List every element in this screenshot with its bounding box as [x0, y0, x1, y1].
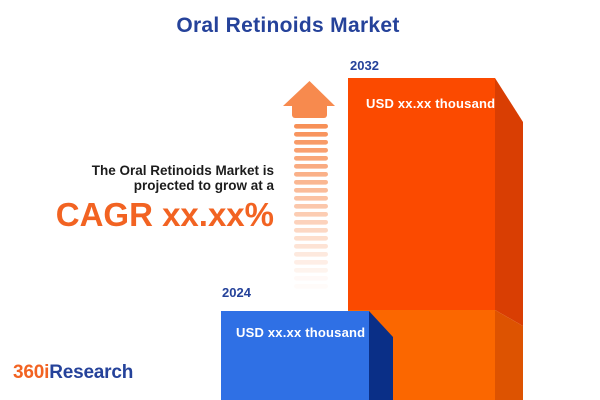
brand-logo-suffix: Research [49, 362, 134, 383]
growth-up-arrow-icon [283, 81, 335, 281]
bar-2024-year-label: 2024 [222, 285, 251, 300]
bar-2032-side-lower [495, 310, 523, 400]
bar-2024-side [369, 311, 393, 400]
cagr-text: CAGR xx.xx% [55, 196, 274, 233]
bar-2032-front-upper [348, 78, 495, 310]
bar-2032-value-label: USD xx.xx thousand [366, 96, 496, 111]
bar-2024-value-label: USD xx.xx thousand [236, 325, 366, 340]
growth-annotation: The Oral Retinoids Market is projected t… [55, 163, 274, 233]
annotation-line-2: projected to grow at a [133, 177, 274, 193]
page-title: Oral Retinoids Market [176, 14, 400, 37]
annotation-line-1: The Oral Retinoids Market is [91, 163, 274, 178]
bar-2032-side-upper [495, 78, 523, 326]
brand-logo-prefix: 360i [13, 362, 50, 383]
bar-2024 [221, 311, 393, 400]
brand-logo: 360iResearch [13, 362, 133, 384]
bar-2032-year-label: 2032 [350, 58, 379, 73]
bar-2024-front [221, 311, 369, 400]
